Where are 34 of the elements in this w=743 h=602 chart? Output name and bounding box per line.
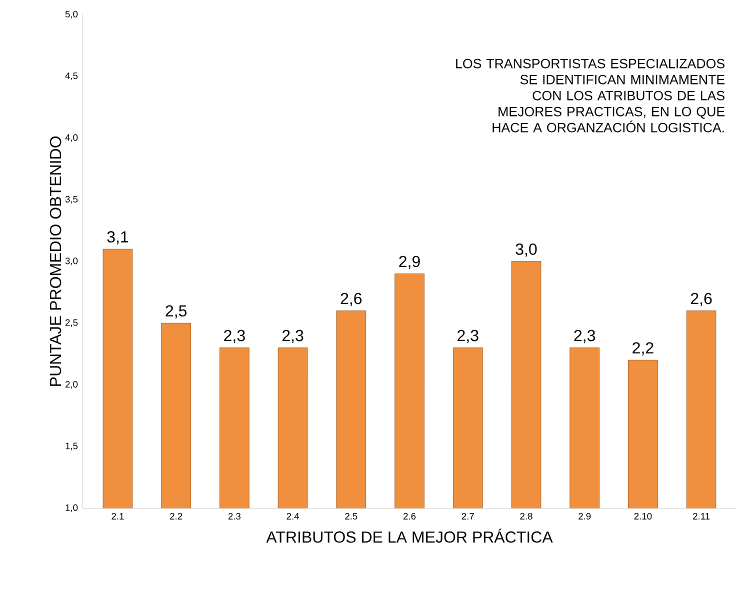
data-label: 2,6 — [690, 293, 712, 306]
x-tick-label: 2.10 — [634, 513, 652, 520]
x-tick-label: 2.8 — [520, 513, 532, 520]
annotation: LOS TRANSPORTISTAS ESPECIALIZADOS SE IDENTIFICAN MINIMAMENTE CON LOS ATRIBUTOS DE LAS MEJORES PRACTICAS, EN LO QUE HACE A ORGANZACIÓN LOGISTICA. — [456, 59, 725, 133]
x-axis-title: ATRIBUTOS DE LA MEJOR PRÁCTICA — [266, 528, 553, 543]
y-tick-label: 4,5 — [65, 72, 78, 80]
data-label: 2,2 — [632, 342, 654, 356]
x-tick-label: 2.4 — [286, 513, 300, 520]
data-label: 2,3 — [574, 330, 596, 344]
y-axis-title: PUNTAJE PROMEDIO OBTENIDO — [50, 136, 62, 386]
y-tick-label: 5,0 — [65, 11, 78, 19]
y-tick-label: 3,0 — [65, 258, 78, 266]
data-label: 3,0 — [516, 244, 537, 257]
data-label: 2,5 — [166, 305, 187, 319]
y-tick-label: 1,0 — [66, 504, 78, 512]
x-tick-label: 2.2 — [170, 513, 182, 520]
data-label: 2,6 — [340, 293, 362, 306]
x-tick-label: 2.1 — [112, 513, 124, 520]
x-tick-label: 2.7 — [462, 513, 474, 520]
y-tick-label: 2,0 — [65, 381, 78, 389]
data-label: 2,3 — [224, 330, 245, 344]
x-tick-label: 2.6 — [403, 513, 416, 520]
data-label: 3,1 — [107, 231, 128, 245]
x-tick-label: 2.11 — [693, 513, 710, 520]
x-tick-label: 2.9 — [578, 513, 591, 520]
y-tick-label: 1,5 — [66, 442, 78, 451]
y-tick-label: 2,5 — [65, 320, 78, 328]
x-tick-label: 2.3 — [228, 513, 241, 520]
y-tick-label: 3,5 — [65, 196, 78, 204]
data-label: 2,3 — [282, 330, 304, 344]
data-label: 2,3 — [458, 330, 478, 344]
y-tick-label: 4,0 — [65, 134, 78, 142]
data-label: 2,9 — [399, 256, 420, 270]
x-tick-label: 2.5 — [345, 513, 358, 520]
